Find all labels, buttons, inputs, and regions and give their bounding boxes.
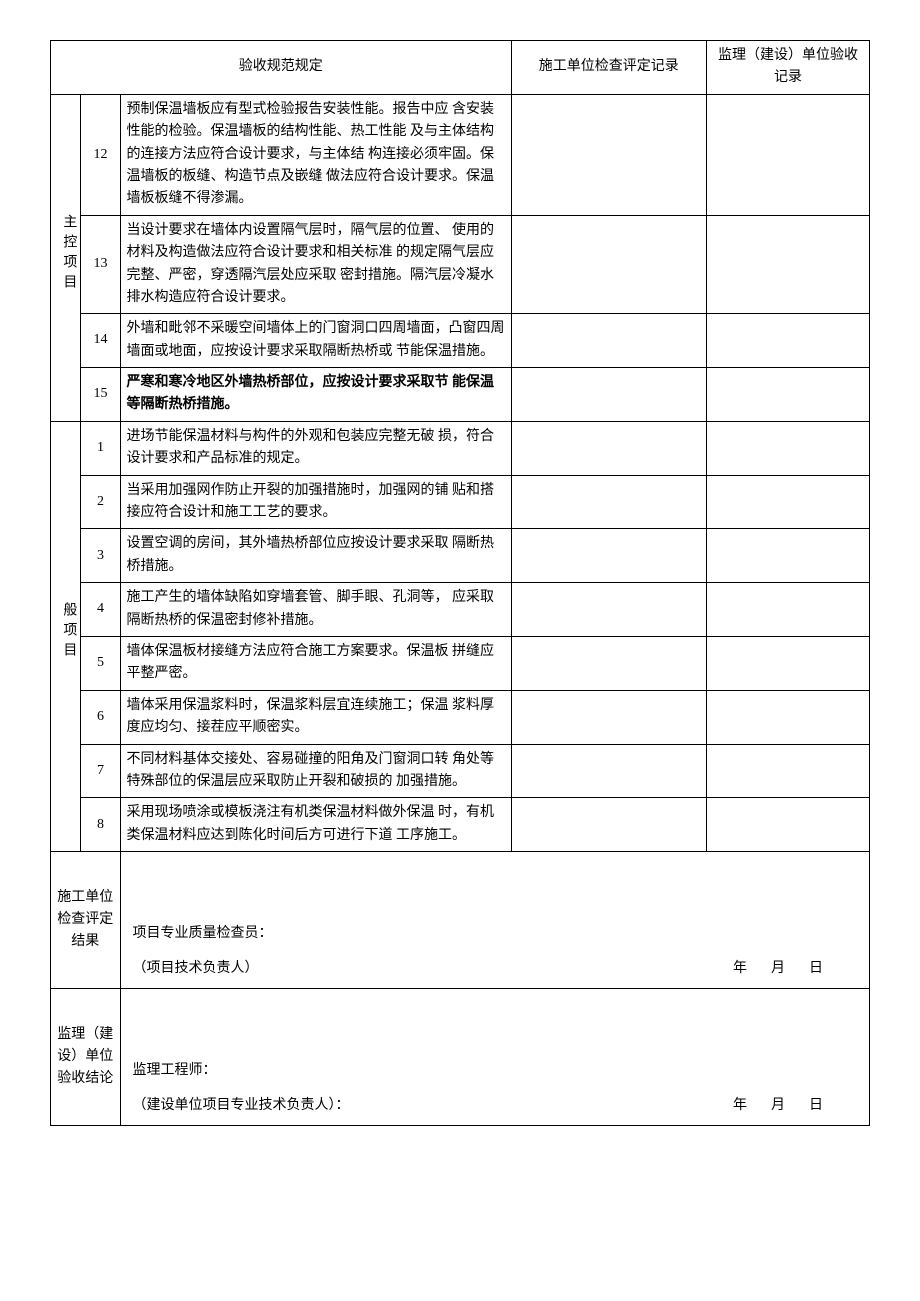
row-num: 14 bbox=[81, 314, 120, 368]
sup-cell[interactable] bbox=[707, 690, 870, 744]
row-desc: 进场节能保温材料与构件的外观和包装应完整无破 损，符合设计要求和产品标准的规定。 bbox=[120, 421, 511, 475]
date-line: 年月日 bbox=[733, 1095, 857, 1117]
table-row: 3 设置空调的房间，其外墙热桥部位应按设计要求采取 隔断热桥措施。 bbox=[51, 529, 870, 583]
row-num: 3 bbox=[81, 529, 120, 583]
check-cell[interactable] bbox=[511, 529, 707, 583]
sup-verdict-label: 监理（建设）单位验收结论 bbox=[51, 989, 121, 1126]
row-num: 1 bbox=[81, 421, 120, 475]
row-num: 4 bbox=[81, 583, 120, 637]
row-desc: 采用现场喷涂或模板浇注有机类保温材料做外保温 时，有机类保温材料应达到陈化时间后… bbox=[120, 798, 511, 852]
owner-tech-label: （建设单位项目专业技术负责人）： bbox=[133, 1098, 350, 1113]
sup-cell[interactable] bbox=[707, 798, 870, 852]
table-row: 13 当设计要求在墙体内设置隔气层时，隔气层的位置、 使用的材料及构造做法应符合… bbox=[51, 215, 870, 314]
table-row: 7 不同材料基体交接处、容易碰撞的阳角及门窗洞口转 角处等特殊部位的保温层应采取… bbox=[51, 744, 870, 798]
row-desc: 墙体保温板材接缝方法应符合施工方案要求。保温板 拼缝应平整严密。 bbox=[120, 636, 511, 690]
check-cell[interactable] bbox=[511, 314, 707, 368]
sup-cell[interactable] bbox=[707, 583, 870, 637]
row-num: 15 bbox=[81, 368, 120, 422]
sup-verdict-sig[interactable]: 监理工程师： （建设单位项目专业技术负责人）： 年月日 bbox=[120, 989, 870, 1126]
tech-lead-label: （项目技术负责人） bbox=[133, 961, 259, 976]
inspection-form: 验收规范规定 施工单位检查评定记录 监理（建设）单位验收记录 主控项目 12 预… bbox=[50, 40, 870, 1126]
check-cell[interactable] bbox=[511, 215, 707, 314]
sup-cell[interactable] bbox=[707, 314, 870, 368]
row-desc: 不同材料基体交接处、容易碰撞的阳角及门窗洞口转 角处等特殊部位的保温层应采取防止… bbox=[120, 744, 511, 798]
check-cell[interactable] bbox=[511, 368, 707, 422]
sup-cell[interactable] bbox=[707, 636, 870, 690]
inspector-label: 项目专业质量检查员： bbox=[133, 923, 858, 945]
sup-cell[interactable] bbox=[707, 421, 870, 475]
table-row: 2 当采用加强网作防止开裂的加强措施时，加强网的铺 贴和搭接应符合设计和施工工艺… bbox=[51, 475, 870, 529]
sup-cell[interactable] bbox=[707, 529, 870, 583]
row-desc: 墙体采用保温浆料时，保温浆料层宜连续施工；保温 浆料厚度应均匀、接茬应平顺密实。 bbox=[120, 690, 511, 744]
row-num: 2 bbox=[81, 475, 120, 529]
row-desc: 外墙和毗邻不采暖空间墙体上的门窗洞口四周墙面，凸窗四周墙面或地面，应按设计要求采… bbox=[120, 314, 511, 368]
row-desc: 当采用加强网作防止开裂的加强措施时，加强网的铺 贴和搭接应符合设计和施工工艺的要… bbox=[120, 475, 511, 529]
unit-check-label: 施工单位检查评定结果 bbox=[51, 852, 121, 989]
row-desc: 预制保温墙板应有型式检验报告安装性能。报告中应 含安装性能的检验。保温墙板的结构… bbox=[120, 94, 511, 215]
header-row: 验收规范规定 施工单位检查评定记录 监理（建设）单位验收记录 bbox=[51, 41, 870, 95]
table-row: 主控项目 12 预制保温墙板应有型式检验报告安装性能。报告中应 含安装性能的检验… bbox=[51, 94, 870, 215]
table-row: 般项目 1 进场节能保温材料与构件的外观和包装应完整无破 损，符合设计要求和产品… bbox=[51, 421, 870, 475]
sup-cell[interactable] bbox=[707, 94, 870, 215]
check-cell[interactable] bbox=[511, 475, 707, 529]
row-num: 12 bbox=[81, 94, 120, 215]
check-cell[interactable] bbox=[511, 421, 707, 475]
unit-check-row: 施工单位检查评定结果 项目专业质量检查员： （项目技术负责人） 年月日 bbox=[51, 852, 870, 989]
check-cell[interactable] bbox=[511, 94, 707, 215]
sup-verdict-row: 监理（建设）单位验收结论 监理工程师： （建设单位项目专业技术负责人）： 年月日 bbox=[51, 989, 870, 1126]
row-desc: 严寒和寒冷地区外墙热桥部位，应按设计要求采取节 能保温等隔断热桥措施。 bbox=[120, 368, 511, 422]
hdr-check: 施工单位检查评定记录 bbox=[511, 41, 707, 95]
table-row: 14 外墙和毗邻不采暖空间墙体上的门窗洞口四周墙面，凸窗四周墙面或地面，应按设计… bbox=[51, 314, 870, 368]
check-cell[interactable] bbox=[511, 690, 707, 744]
date-line: 年月日 bbox=[733, 958, 857, 980]
sup-eng-label: 监理工程师： bbox=[133, 1060, 858, 1082]
row-desc: 设置空调的房间，其外墙热桥部位应按设计要求采取 隔断热桥措施。 bbox=[120, 529, 511, 583]
sup-cell[interactable] bbox=[707, 744, 870, 798]
check-cell[interactable] bbox=[511, 583, 707, 637]
row-num: 13 bbox=[81, 215, 120, 314]
main-table: 验收规范规定 施工单位检查评定记录 监理（建设）单位验收记录 主控项目 12 预… bbox=[50, 40, 870, 1126]
row-num: 6 bbox=[81, 690, 120, 744]
check-cell[interactable] bbox=[511, 798, 707, 852]
table-row: 8 采用现场喷涂或模板浇注有机类保温材料做外保温 时，有机类保温材料应达到陈化时… bbox=[51, 798, 870, 852]
table-row: 5 墙体保温板材接缝方法应符合施工方案要求。保温板 拼缝应平整严密。 bbox=[51, 636, 870, 690]
hdr-spec: 验收规范规定 bbox=[51, 41, 512, 95]
sup-cell[interactable] bbox=[707, 368, 870, 422]
cat-main: 主控项目 bbox=[51, 94, 81, 421]
check-cell[interactable] bbox=[511, 744, 707, 798]
sup-cell[interactable] bbox=[707, 215, 870, 314]
cat-general: 般项目 bbox=[51, 421, 81, 851]
row-num: 8 bbox=[81, 798, 120, 852]
hdr-sup: 监理（建设）单位验收记录 bbox=[707, 41, 870, 95]
unit-check-sig[interactable]: 项目专业质量检查员： （项目技术负责人） 年月日 bbox=[120, 852, 870, 989]
row-desc: 施工产生的墙体缺陷如穿墙套管、脚手眼、孔洞等， 应采取隔断热桥的保温密封修补措施… bbox=[120, 583, 511, 637]
row-desc: 当设计要求在墙体内设置隔气层时，隔气层的位置、 使用的材料及构造做法应符合设计要… bbox=[120, 215, 511, 314]
sup-cell[interactable] bbox=[707, 475, 870, 529]
table-row: 4 施工产生的墙体缺陷如穿墙套管、脚手眼、孔洞等， 应采取隔断热桥的保温密封修补… bbox=[51, 583, 870, 637]
row-num: 5 bbox=[81, 636, 120, 690]
table-row: 6 墙体采用保温浆料时，保温浆料层宜连续施工；保温 浆料厚度应均匀、接茬应平顺密… bbox=[51, 690, 870, 744]
row-num: 7 bbox=[81, 744, 120, 798]
check-cell[interactable] bbox=[511, 636, 707, 690]
table-row: 15 严寒和寒冷地区外墙热桥部位，应按设计要求采取节 能保温等隔断热桥措施。 bbox=[51, 368, 870, 422]
